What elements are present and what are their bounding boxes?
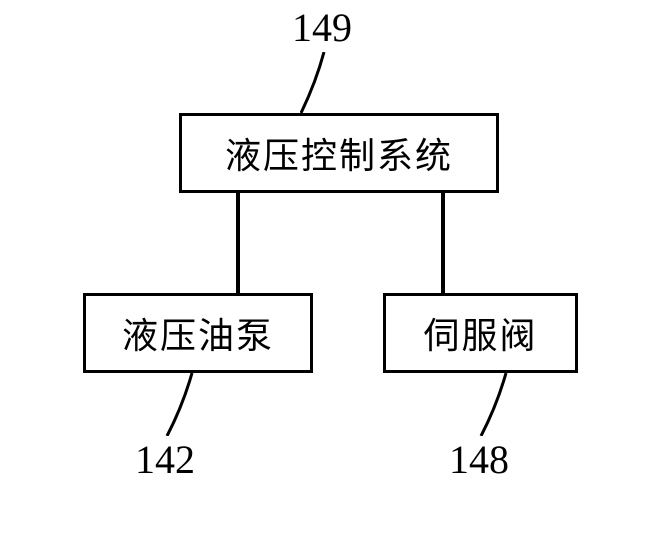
- connector-top-left: [236, 193, 240, 293]
- ref-label-149: 149: [292, 4, 352, 51]
- node-right-label: 伺服阀: [423, 307, 537, 359]
- node-left-label: 液压油泵: [122, 307, 274, 359]
- node-top: 液压控制系统: [179, 113, 499, 193]
- leader-142: [163, 373, 203, 436]
- connector-top-right: [441, 193, 445, 293]
- node-top-label: 液压控制系统: [225, 127, 453, 179]
- ref-label-148: 148: [449, 436, 509, 483]
- ref-label-142: 142: [135, 436, 195, 483]
- node-left: 液压油泵: [83, 293, 313, 373]
- leader-149: [300, 52, 350, 113]
- node-right: 伺服阀: [383, 293, 578, 373]
- leader-148: [477, 373, 517, 436]
